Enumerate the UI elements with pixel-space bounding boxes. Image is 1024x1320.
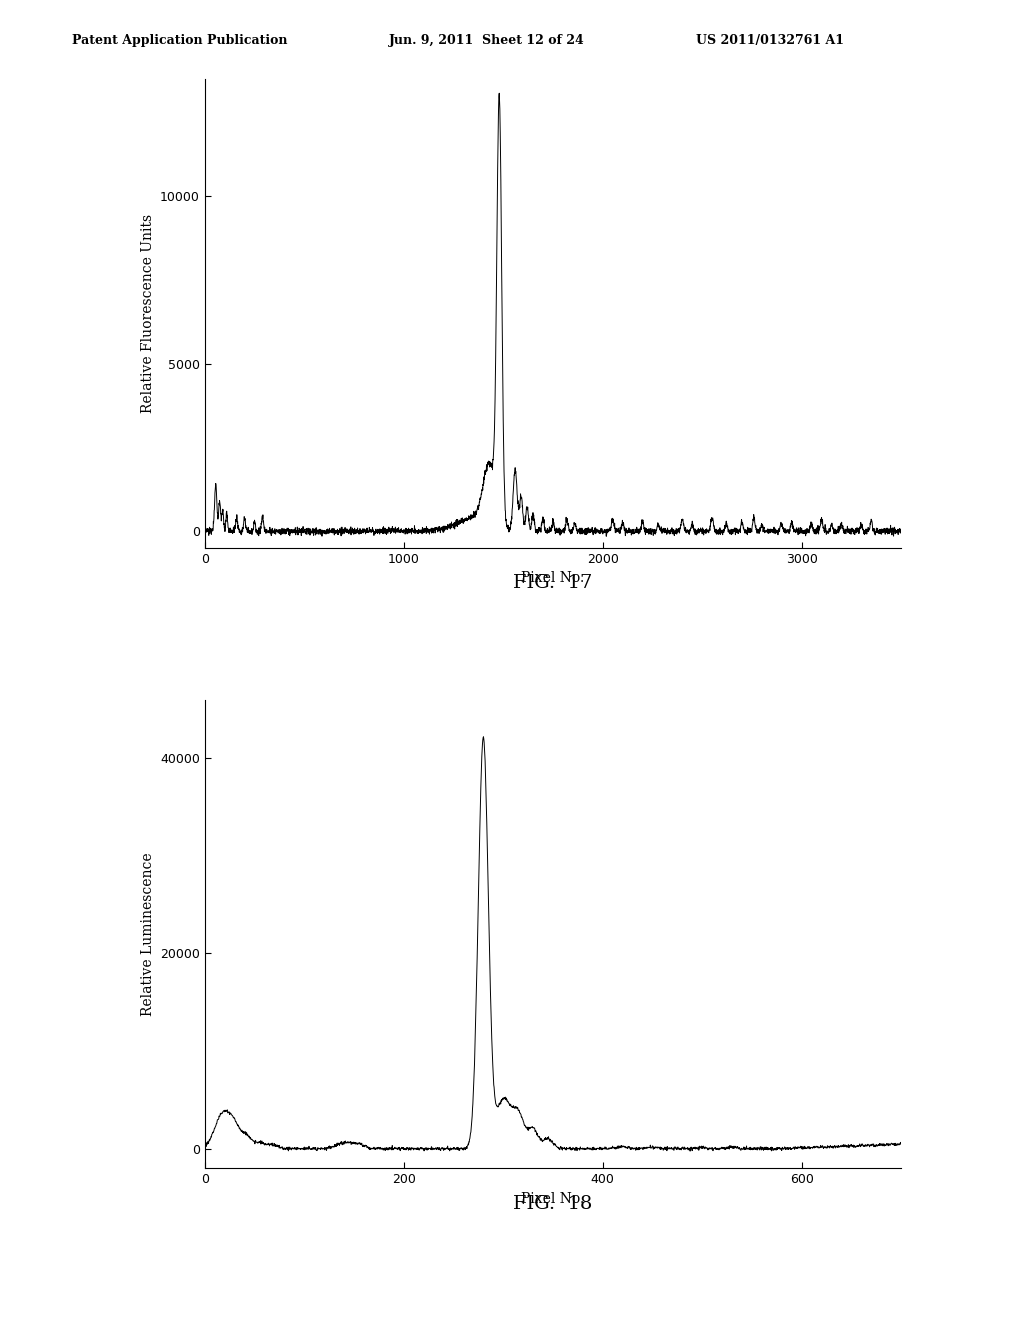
Text: FIG.  17: FIG. 17 [513, 574, 593, 593]
Y-axis label: Relative Fluorescence Units: Relative Fluorescence Units [140, 214, 155, 413]
X-axis label: Pixel No.: Pixel No. [521, 1192, 585, 1205]
Text: US 2011/0132761 A1: US 2011/0132761 A1 [696, 34, 845, 48]
Y-axis label: Relative Luminescence: Relative Luminescence [140, 853, 155, 1015]
X-axis label: Pixel No.: Pixel No. [521, 572, 585, 585]
Text: FIG.  18: FIG. 18 [513, 1195, 593, 1213]
Text: Jun. 9, 2011  Sheet 12 of 24: Jun. 9, 2011 Sheet 12 of 24 [389, 34, 585, 48]
Text: Patent Application Publication: Patent Application Publication [72, 34, 287, 48]
